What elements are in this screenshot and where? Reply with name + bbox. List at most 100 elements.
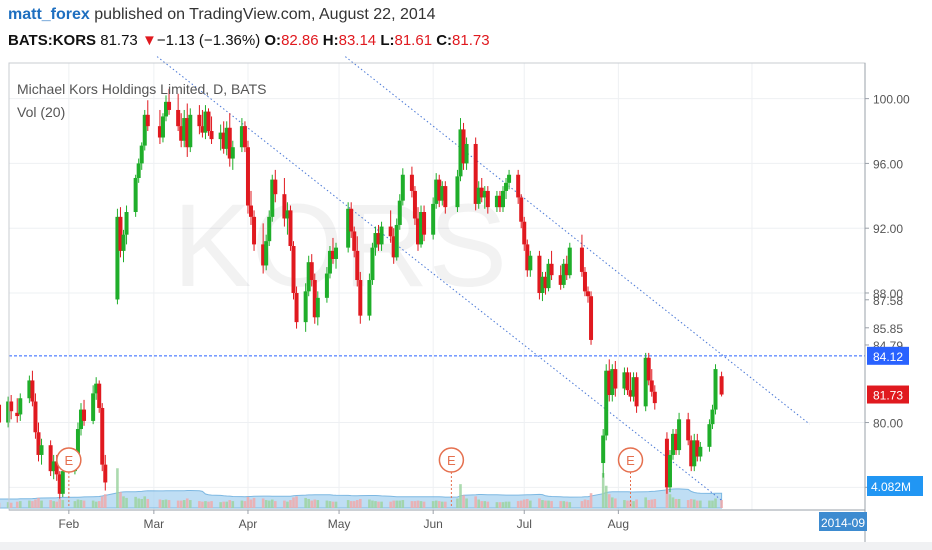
volume-bar — [708, 500, 711, 508]
candle-body — [391, 236, 396, 258]
volume-bar — [18, 501, 22, 508]
earnings-marker-icon[interactable] — [56, 447, 82, 473]
price-chart[interactable]: KORS EEE 100.0096.0092.0088.0080.0076.00… — [0, 56, 932, 550]
price-tick-label: 92.00 — [873, 222, 903, 236]
volume-bar — [52, 501, 55, 508]
volume-bar — [328, 501, 332, 508]
candle-body — [537, 255, 542, 293]
candle-body — [185, 118, 190, 148]
candle-body — [227, 127, 232, 159]
candle-body — [649, 380, 654, 392]
time-tick-label: Apr — [239, 517, 258, 531]
candle-body — [607, 370, 612, 396]
earnings-marker-label[interactable]: E — [65, 453, 74, 468]
candle-body — [242, 126, 247, 148]
quote-line: BATS:KORS 81.73 ▼−1.13 (−1.36%) O:82.86 … — [8, 32, 490, 49]
volume-bar — [207, 501, 210, 508]
channel-line[interactable] — [339, 56, 810, 425]
time-axis[interactable]: 2014FebMarAprMayJunJulAug2014-09 — [0, 509, 932, 550]
volume-bar — [422, 501, 426, 508]
candle-body — [160, 116, 165, 138]
candle-body — [142, 114, 147, 146]
volume-bar — [125, 497, 128, 508]
volume-pane — [0, 468, 723, 509]
candle-body — [549, 263, 554, 276]
volume-bar — [440, 501, 444, 508]
chart-header: matt_forex published on TradingView.com,… — [0, 0, 932, 56]
close-label: C: — [436, 32, 453, 49]
volume-bar — [504, 501, 508, 508]
earnings-marker-icon[interactable] — [617, 447, 644, 473]
volume-bar — [689, 498, 693, 508]
volume-bar — [246, 496, 250, 508]
candle-body — [652, 391, 657, 404]
volume-bar — [286, 501, 289, 508]
earnings-marker-icon[interactable] — [438, 447, 465, 473]
candle-body — [494, 195, 499, 208]
volume-bar — [714, 498, 717, 508]
time-tick-label: Mar — [144, 517, 165, 531]
volume-bar — [243, 501, 247, 508]
price-axis[interactable]: 100.0096.0092.0088.0080.0076.0087.5885.8… — [864, 63, 932, 542]
symbol-watermark: KORS — [173, 180, 507, 312]
candle-body — [367, 280, 372, 316]
candle-body — [294, 292, 299, 323]
volume-bar — [158, 499, 162, 508]
volume-bar — [538, 498, 541, 508]
candles — [0, 88, 724, 499]
volume-bar — [264, 500, 268, 508]
author-link[interactable]: matt_forex — [8, 6, 90, 23]
volume-bar — [304, 497, 307, 508]
volume-bar — [410, 501, 414, 508]
earnings-marker-label[interactable]: E — [447, 453, 456, 468]
high-label: H: — [322, 32, 339, 49]
volume-bar — [480, 501, 484, 508]
volume-bar — [355, 500, 359, 508]
volume-bar — [119, 492, 122, 508]
candle-body — [579, 247, 584, 272]
horizontal-line-price-tag[interactable] — [867, 346, 909, 365]
candle-body — [586, 291, 591, 297]
volume-bar — [295, 496, 298, 508]
volume-bar — [352, 501, 356, 508]
volume-bar — [231, 501, 235, 508]
candle-body — [33, 401, 38, 433]
volume-bar — [483, 501, 487, 508]
candle-body — [324, 273, 329, 298]
candle-body — [315, 297, 320, 318]
volume-bar — [368, 499, 371, 508]
chart-title: Michael Kors Holdings Limited, D, BATS — [17, 81, 267, 97]
price-tick-label: 96.00 — [873, 157, 903, 171]
volume-bar — [674, 498, 678, 508]
horizontal-line-price-text[interactable]: 84.12 — [873, 350, 903, 364]
candle-body — [504, 182, 509, 191]
volume-bar — [565, 501, 569, 508]
candle-body — [613, 369, 618, 389]
candle-body — [121, 234, 126, 251]
candle-body — [188, 114, 193, 148]
volume-bar — [434, 500, 438, 508]
volume-bar — [495, 502, 499, 508]
time-tick-label: Jul — [517, 517, 532, 531]
candle-body — [686, 419, 691, 441]
candle-body — [115, 216, 120, 300]
volume-bar — [307, 498, 310, 508]
open-label: O: — [264, 32, 282, 49]
candle-body — [443, 186, 448, 208]
candle-body — [36, 432, 41, 455]
candle-body — [75, 429, 80, 459]
candle-body — [6, 401, 11, 423]
candle-body — [543, 276, 548, 289]
candle-body — [419, 212, 424, 245]
earnings-marker-label[interactable]: E — [626, 453, 635, 468]
volume-bar — [437, 501, 441, 508]
volume-bar — [103, 494, 107, 508]
volume-bar — [711, 500, 714, 508]
candle-body — [422, 212, 427, 235]
candle-body — [370, 247, 375, 281]
time-tick-label: Aug — [608, 517, 629, 531]
volume-bar — [176, 500, 180, 508]
candle-body — [689, 440, 694, 467]
volume-bar — [456, 498, 459, 508]
volume-value-text: 4.082M — [871, 480, 911, 494]
